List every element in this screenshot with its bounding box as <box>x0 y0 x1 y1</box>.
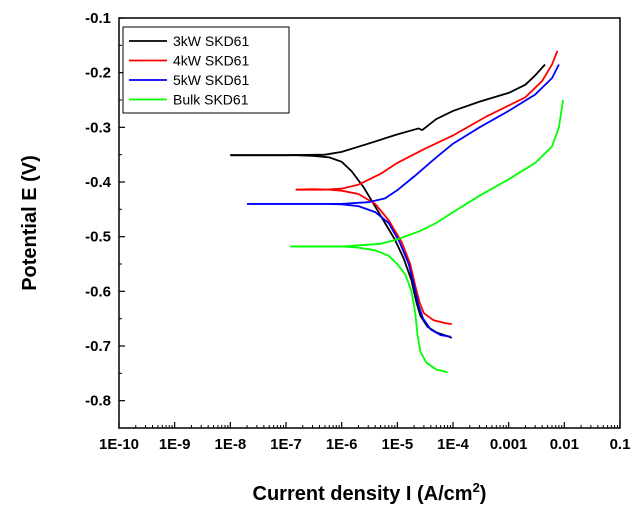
y-tick-label: -0.1 <box>85 10 111 27</box>
x-tick-label: 0.001 <box>490 436 528 453</box>
y-tick-label: -0.7 <box>85 338 111 355</box>
axis-ticks <box>118 17 621 428</box>
series-4kw-skd61-cathodic-branch <box>295 188 452 325</box>
x-tick-label: 0.1 <box>610 436 631 453</box>
x-axis-title-superscript: 2 <box>473 480 480 495</box>
legend-label: 5kW SKD61 <box>173 72 249 88</box>
series-3kw-skd61-anodic-branch <box>230 63 546 157</box>
legend-label: 4kW SKD61 <box>173 53 249 69</box>
y-tick-label: -0.8 <box>85 393 111 410</box>
y-tick-label: -0.6 <box>85 283 111 300</box>
x-axis-title-main: Current density I (A/cm <box>253 483 473 505</box>
series-5kw-skd61-anodic-branch <box>247 64 560 205</box>
x-tick-label: 1E-5 <box>381 436 413 453</box>
legend: 3kW SKD61 4kW SKD61 5kW SKD61 Bulk SKD61 <box>122 26 290 114</box>
x-tick-label: 1E-6 <box>326 436 358 453</box>
y-tick-label: -0.4 <box>85 174 112 191</box>
legend-label: Bulk SKD61 <box>173 92 249 108</box>
x-axis-title: Current density I (A/cm2) <box>253 480 487 505</box>
legend-label: 3kW SKD61 <box>173 33 249 49</box>
plot-frame <box>118 17 621 429</box>
x-axis-title-close: ) <box>480 483 487 505</box>
x-tick-label: 1E-7 <box>270 436 302 453</box>
x-tick-label: 1E-8 <box>214 436 246 453</box>
series-3kw-skd61-cathodic-branch <box>230 154 453 339</box>
y-tick-label: -0.5 <box>85 229 111 246</box>
x-tick-label: 0.01 <box>550 436 579 453</box>
series-4kw-skd61-anodic-branch <box>295 50 559 191</box>
series-bulk-skd61-anodic-branch <box>290 99 564 248</box>
series-bulk-skd61-cathodic-branch <box>290 245 448 374</box>
y-axis-title: Potential E (V) <box>19 155 41 291</box>
tick-labels: 1E-10 1E-9 1E-8 1E-7 1E-6 1E-5 1E-4 0.001 0.01 0.… <box>85 10 630 453</box>
x-tick-label: 1E-9 <box>159 436 191 453</box>
y-tick-label: -0.2 <box>85 65 111 82</box>
x-tick-label: 1E-10 <box>99 436 139 453</box>
plot-area <box>118 17 621 429</box>
y-tick-label: -0.3 <box>85 119 111 136</box>
series-group <box>230 50 564 374</box>
x-tick-label: 1E-4 <box>437 436 469 453</box>
